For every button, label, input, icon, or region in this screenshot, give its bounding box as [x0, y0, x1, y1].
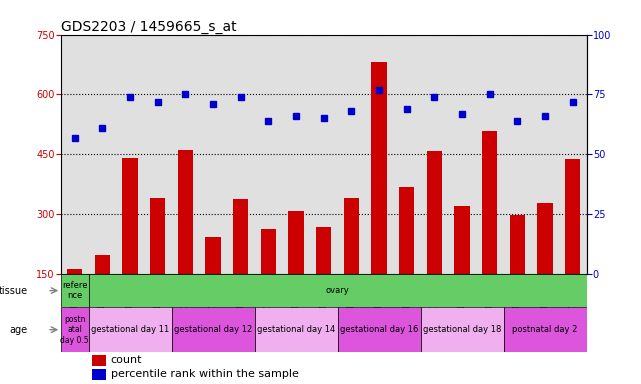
Bar [482, 131, 497, 274]
Text: refere
nce: refere nce [62, 281, 87, 300]
Text: count: count [111, 356, 142, 366]
Bar [288, 211, 304, 274]
Text: tissue: tissue [0, 286, 28, 296]
Text: GDS2203 / 1459665_s_at: GDS2203 / 1459665_s_at [61, 20, 237, 33]
Bar [172, 307, 254, 353]
Bar [504, 307, 587, 353]
Bar [316, 227, 331, 274]
Bar [338, 307, 420, 353]
Bar [254, 307, 338, 353]
Text: gestational day 18: gestational day 18 [423, 325, 501, 334]
Bar [420, 307, 504, 353]
Text: percentile rank within the sample: percentile rank within the sample [111, 369, 299, 379]
Bar [205, 237, 221, 274]
Bar [371, 62, 387, 274]
Bar [92, 369, 106, 380]
Bar [454, 205, 470, 274]
Bar [61, 307, 88, 353]
Text: postn
atal
day 0.5: postn atal day 0.5 [60, 315, 89, 344]
Bar [150, 198, 165, 274]
Text: gestational day 12: gestational day 12 [174, 325, 252, 334]
Bar [95, 255, 110, 274]
Bar [344, 197, 359, 274]
Text: gestational day 16: gestational day 16 [340, 325, 418, 334]
Bar [510, 215, 525, 274]
Bar [565, 159, 580, 274]
Bar [88, 307, 172, 353]
Text: ovary: ovary [326, 286, 349, 295]
Bar [122, 158, 138, 274]
Text: gestational day 11: gestational day 11 [91, 325, 169, 334]
Bar [261, 230, 276, 274]
Bar [233, 199, 248, 274]
Bar [537, 203, 553, 274]
Text: age: age [10, 325, 28, 335]
Text: postnatal day 2: postnatal day 2 [512, 325, 578, 334]
Bar [178, 150, 193, 274]
Bar [92, 355, 106, 366]
Bar [427, 151, 442, 274]
Text: gestational day 14: gestational day 14 [257, 325, 335, 334]
Bar [399, 187, 414, 274]
Bar [61, 274, 88, 307]
Bar [67, 270, 82, 274]
